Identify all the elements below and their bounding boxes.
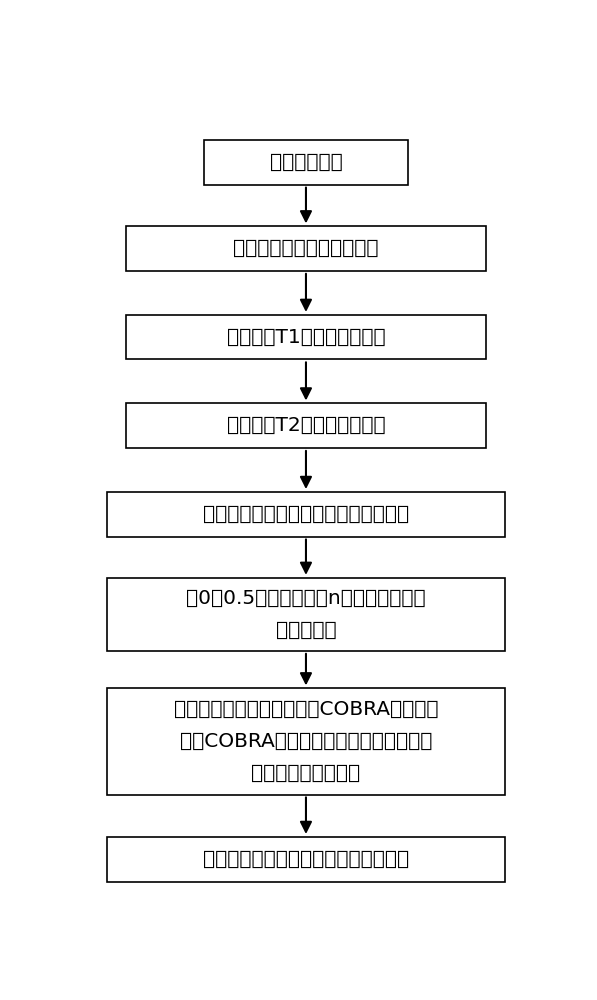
Text: 在0～0.5的范围内取若n个数作为虚拟湍: 在0～0.5的范围内取若n个数作为虚拟湍: [186, 589, 426, 608]
Text: 测量子通道内的温度，得到实际温度值: 测量子通道内的温度，得到实际温度值: [203, 505, 409, 524]
Text: 搭建实验模型: 搭建实验模型: [270, 153, 342, 172]
Bar: [125, 403, 487, 448]
Bar: [125, 226, 487, 271]
Text: 利用COBRA程序求出各个虚拟湍流交换系: 利用COBRA程序求出各个虚拟湍流交换系: [180, 732, 432, 751]
Text: 将温度为T2的水注入腔体内: 将温度为T2的水注入腔体内: [227, 416, 385, 435]
Bar: [204, 140, 408, 185]
Text: 将各虚拟温度值与实际温度值进行比较: 将各虚拟温度值与实际温度值进行比较: [203, 850, 409, 869]
Bar: [107, 688, 505, 795]
Bar: [125, 315, 487, 359]
Text: 数对应的虚拟温度值: 数对应的虚拟温度值: [251, 764, 361, 783]
Text: 流交换系数: 流交换系数: [276, 621, 336, 640]
Text: 将若干条实验棒插入腔体内: 将若干条实验棒插入腔体内: [233, 239, 378, 258]
Text: 将温度为T1的水注入腔体内: 将温度为T1的水注入腔体内: [227, 328, 385, 347]
Bar: [107, 492, 505, 537]
Bar: [107, 837, 505, 882]
Text: 将各虚拟湍流交换系数输入COBRA程序内，: 将各虚拟湍流交换系数输入COBRA程序内，: [174, 700, 438, 719]
Bar: [107, 578, 505, 651]
